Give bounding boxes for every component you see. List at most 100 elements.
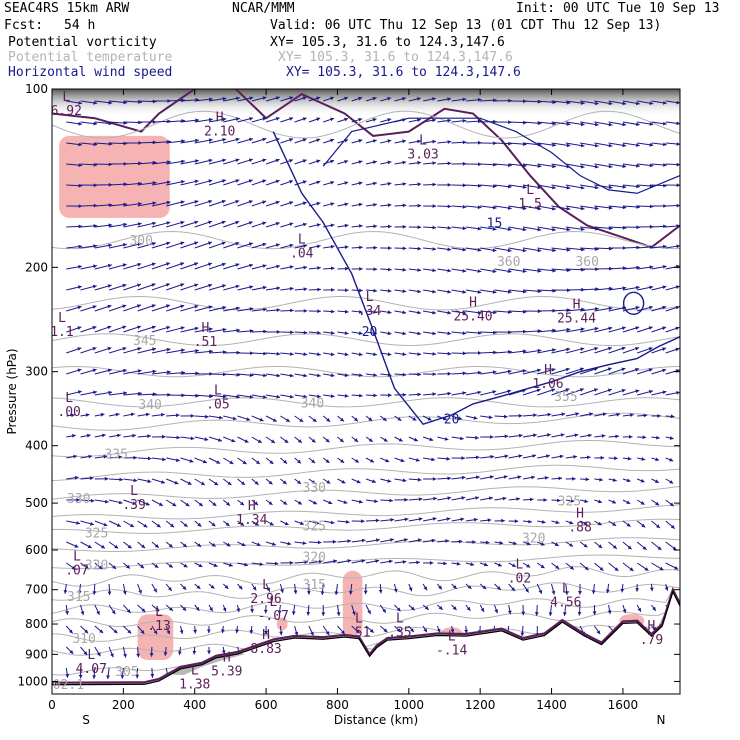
wind-vector: [665, 541, 677, 551]
wind-vector: [66, 562, 76, 570]
wind-vector: [394, 246, 407, 251]
wind-vector: [208, 305, 227, 312]
wind-vector: [323, 559, 338, 564]
wind-vector: [437, 436, 449, 441]
wind-vector: [80, 244, 98, 249]
wind-vector: [565, 327, 585, 333]
wind-vector: [451, 496, 466, 501]
wind-vector: [622, 478, 631, 483]
wind-vector: [237, 158, 253, 165]
pv-extremum: L1.38: [179, 664, 210, 693]
wind-vector: [451, 415, 463, 421]
theta-contour: [52, 518, 680, 534]
wind-vector: [551, 347, 571, 354]
wind-vector: [337, 559, 352, 564]
wind-vector: [194, 541, 202, 548]
wind-vector: [337, 245, 349, 250]
wind-vector: [394, 538, 408, 543]
wind-vector: [251, 457, 261, 465]
wind-vector: [591, 583, 596, 594]
wind-vector: [637, 142, 654, 147]
wind-vector: [237, 200, 253, 207]
wind-vector: [108, 604, 116, 615]
wind-vector: [579, 562, 589, 571]
wind-vector: [294, 394, 308, 399]
pv-extremum-type: L: [562, 581, 570, 596]
wind-vector: [194, 117, 213, 123]
wind-vector: [637, 347, 653, 354]
wind-vector: [180, 499, 190, 507]
wind-vector: [151, 200, 171, 207]
wind-vector: [437, 456, 451, 461]
pv-extremum: L.05: [206, 383, 229, 412]
wind-vector: [223, 200, 240, 207]
wind-vector: [80, 562, 90, 570]
wind-vector: [537, 412, 552, 417]
pv-extremum-type: L: [396, 611, 404, 626]
pv-extremum: L.51: [347, 611, 370, 640]
wind-vector: [451, 310, 467, 315]
wind-vector: [437, 161, 452, 166]
pv-extremum: L4.56: [550, 581, 581, 610]
wind-vector: [437, 247, 452, 252]
wind-vector: [251, 562, 264, 566]
wind-vector: [208, 478, 219, 486]
wind-vector: [551, 226, 571, 232]
wind-vector: [423, 225, 437, 230]
wind-vector: [522, 184, 542, 190]
wind-vector: [94, 325, 112, 333]
wind-vector: [422, 415, 432, 421]
wind-vector: [379, 415, 388, 422]
wind-vector: [80, 284, 97, 291]
theta-contour-label: 302.1: [45, 678, 84, 693]
wind-vector: [494, 268, 512, 274]
wind-vector: [237, 415, 251, 421]
wind-vector: [221, 625, 225, 634]
wind-vector: [408, 160, 422, 165]
wind-vector: [465, 140, 482, 145]
wind-vector: [123, 325, 142, 333]
wind-vector: [337, 520, 350, 524]
wind-vector: [208, 415, 223, 420]
wind-vector: [437, 561, 447, 566]
wind-vector: [521, 604, 526, 616]
wind-vector: [522, 583, 530, 593]
wind-vector: [651, 604, 657, 612]
field-theta-xy: XY= 105.3, 31.6 to 124.3,147.6: [278, 50, 513, 65]
wind-vector: [423, 139, 437, 144]
wind-vector: [365, 457, 375, 463]
wind-vector: [251, 221, 267, 228]
wind-vector: [308, 625, 314, 636]
wind-vector: [507, 604, 512, 615]
wind-vector: [408, 392, 422, 397]
wind-vector: [522, 497, 534, 502]
wind-vector: [323, 202, 335, 207]
theta-contour: [52, 295, 680, 311]
wind-vector: [166, 435, 181, 440]
wind-vector: [92, 583, 97, 595]
wind-vector: [408, 268, 422, 272]
wind-vector: [280, 541, 292, 546]
wind-vector: [594, 562, 604, 571]
wind-vector: [180, 583, 187, 591]
wind-vector: [337, 309, 349, 314]
wind-vector: [508, 389, 527, 396]
wind-vector: [265, 541, 277, 546]
wind-vector: [508, 309, 527, 314]
wind-vector: [380, 139, 392, 144]
wind-vector: [622, 100, 640, 106]
wind-vector: [594, 205, 613, 210]
wind-vector: [337, 266, 349, 271]
wind-vector: [223, 241, 240, 249]
wind-vector: [594, 499, 603, 504]
wind-vector: [622, 562, 634, 572]
wind-vector: [265, 478, 273, 485]
wind-vector: [194, 262, 213, 270]
wind-vector: [408, 497, 423, 502]
wind-vector: [308, 499, 318, 505]
wind-vector: [165, 583, 173, 592]
wind-vector: [637, 285, 654, 291]
wind-vector: [451, 517, 465, 522]
wind-vector: [351, 160, 363, 165]
wind-vector: [534, 604, 539, 616]
